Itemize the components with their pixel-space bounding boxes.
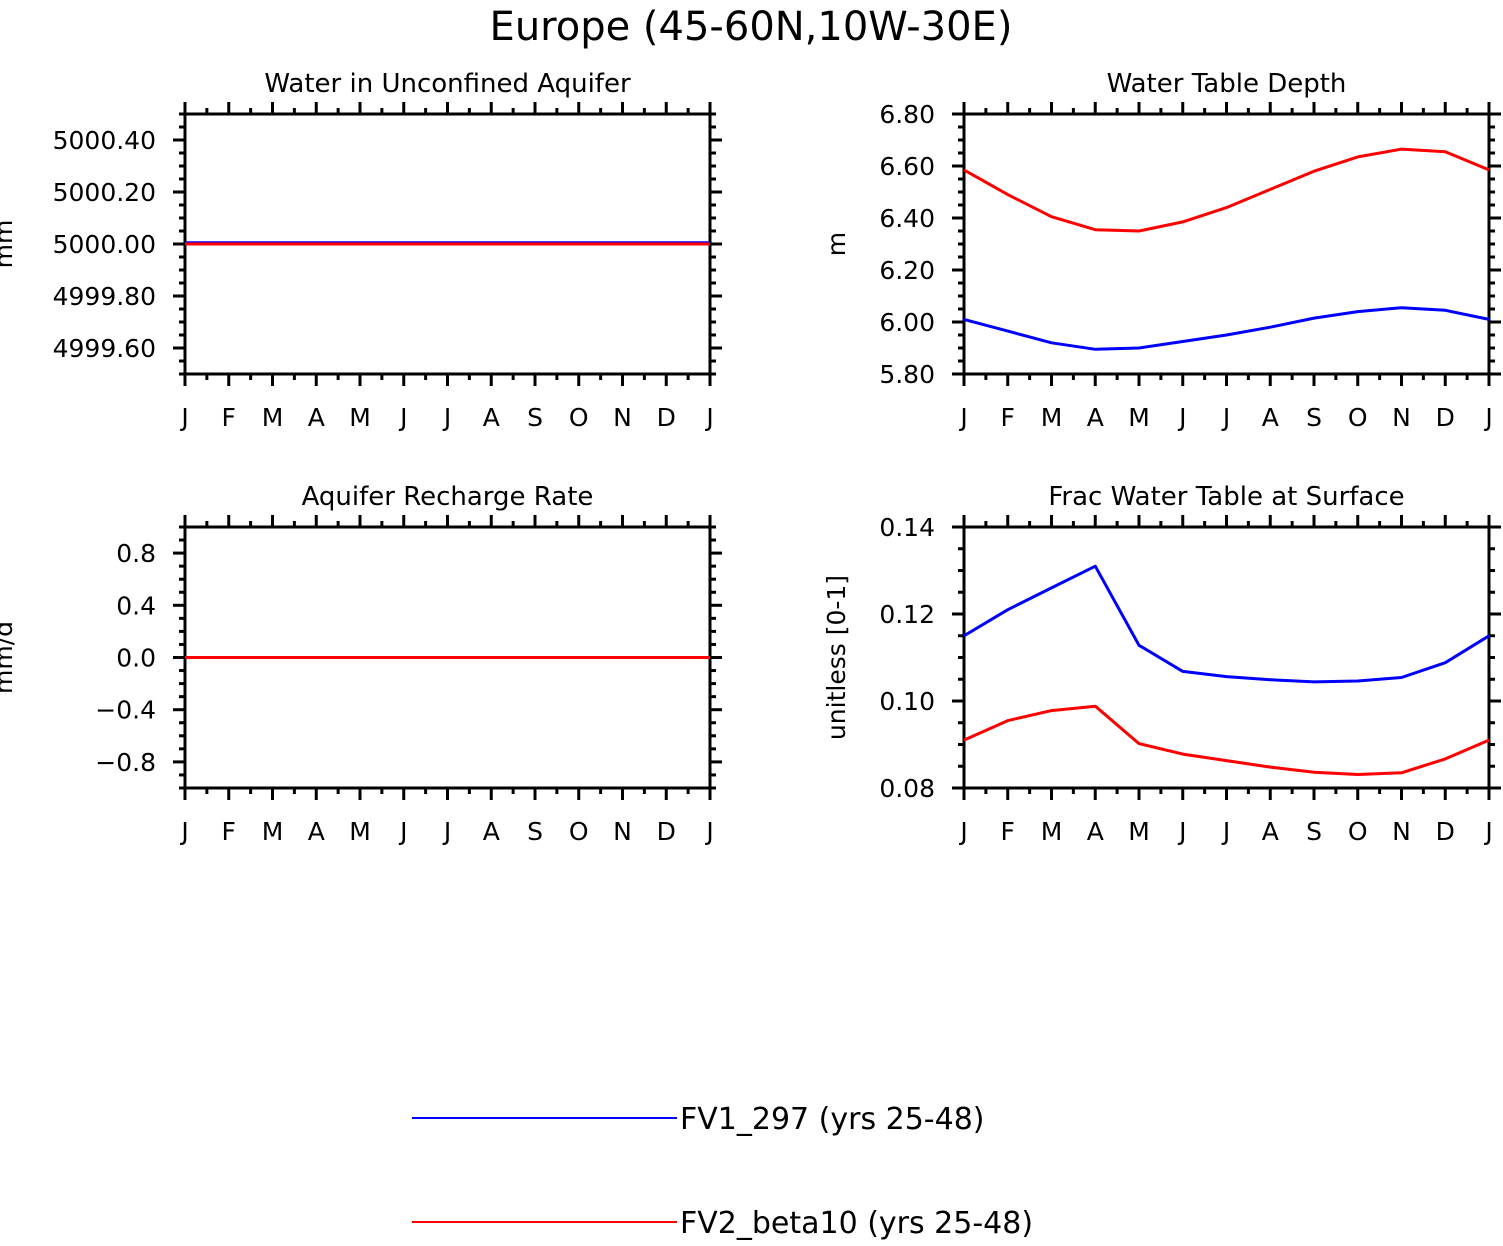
panel-title: Water in Unconfined Aquifer bbox=[264, 69, 631, 99]
y-tick-label: 0.0 bbox=[116, 644, 156, 673]
x-tick-label: A bbox=[483, 403, 500, 432]
x-tick-label: J bbox=[179, 817, 188, 846]
y-axis-label: mm bbox=[0, 220, 18, 269]
x-tick-label: J bbox=[1221, 403, 1230, 432]
x-tick-label: N bbox=[613, 817, 632, 846]
x-tick-label: D bbox=[657, 403, 676, 432]
y-tick-label: −0.4 bbox=[95, 696, 156, 725]
x-tick-label: S bbox=[1306, 817, 1322, 846]
x-tick-label: J bbox=[442, 403, 451, 432]
x-tick-label: J bbox=[1221, 817, 1230, 846]
x-tick-label: M bbox=[1128, 817, 1150, 846]
legend: FV1_297 (yrs 25-48) FV2_beta10 (yrs 25-4… bbox=[412, 1102, 1033, 1241]
x-tick-label: A bbox=[483, 817, 500, 846]
x-tick-label: J bbox=[958, 403, 967, 432]
y-tick-label: 0.10 bbox=[879, 687, 935, 716]
panel-title: Aquifer Recharge Rate bbox=[302, 482, 594, 512]
x-tick-label: J bbox=[398, 817, 407, 846]
x-tick-label: A bbox=[1262, 817, 1279, 846]
series-line-fv2 bbox=[963, 704, 1490, 776]
y-tick-label: 4999.60 bbox=[53, 334, 156, 363]
x-tick-label: N bbox=[613, 403, 632, 432]
y-axis-label: mm/d bbox=[0, 621, 18, 694]
x-tick-label: M bbox=[262, 403, 284, 432]
x-tick-label: S bbox=[527, 817, 543, 846]
y-tick-label: 5000.40 bbox=[53, 126, 156, 155]
x-tick-label: J bbox=[1483, 403, 1492, 432]
x-tick-label: J bbox=[704, 817, 713, 846]
y-tick-label: 5.80 bbox=[879, 360, 935, 389]
y-tick-label: 0.12 bbox=[879, 600, 935, 629]
y-tick-label: 4999.80 bbox=[53, 282, 156, 311]
series-line-fv1 bbox=[963, 564, 1490, 684]
plot-frame bbox=[962, 525, 1491, 790]
x-tick-label: A bbox=[1087, 817, 1104, 846]
x-tick-label: M bbox=[1041, 817, 1063, 846]
y-tick-label: 6.40 bbox=[879, 204, 935, 233]
y-tick-label: 6.80 bbox=[879, 100, 935, 129]
legend-label-fv2: FV2_beta10 (yrs 25-48) bbox=[680, 1206, 1033, 1241]
x-tick-label: O bbox=[569, 817, 589, 846]
y-tick-label: 0.8 bbox=[116, 539, 156, 568]
x-tick-label: M bbox=[349, 817, 371, 846]
y-tick-label: 6.20 bbox=[879, 256, 935, 285]
y-tick-label: 5000.00 bbox=[53, 230, 156, 259]
series-line-fv2 bbox=[963, 147, 1490, 233]
x-tick-label: J bbox=[1177, 817, 1186, 846]
x-tick-label: F bbox=[1001, 403, 1015, 432]
y-tick-label: 5000.20 bbox=[53, 178, 156, 207]
y-axis-label: m bbox=[822, 232, 851, 256]
panel-title: Frac Water Table at Surface bbox=[1048, 482, 1404, 512]
x-tick-label: M bbox=[262, 817, 284, 846]
y-tick-label: 0.08 bbox=[879, 774, 935, 803]
x-tick-label: M bbox=[349, 403, 371, 432]
x-tick-label: N bbox=[1392, 817, 1411, 846]
page-title: Europe (45-60N,10W-30E) bbox=[490, 4, 1013, 50]
x-tick-label: J bbox=[442, 817, 451, 846]
x-tick-label: J bbox=[1483, 817, 1492, 846]
x-tick-label: F bbox=[222, 403, 236, 432]
legend-label-fv1: FV1_297 (yrs 25-48) bbox=[680, 1102, 985, 1137]
x-tick-label: A bbox=[1262, 403, 1279, 432]
x-tick-label: F bbox=[222, 817, 236, 846]
x-tick-label: M bbox=[1041, 403, 1063, 432]
panel-title: Water Table Depth bbox=[1107, 69, 1347, 99]
x-tick-label: O bbox=[569, 403, 589, 432]
x-tick-label: S bbox=[527, 403, 543, 432]
x-tick-label: M bbox=[1128, 403, 1150, 432]
x-tick-label: A bbox=[308, 817, 325, 846]
x-tick-label: J bbox=[704, 403, 713, 432]
x-tick-label: A bbox=[308, 403, 325, 432]
x-tick-label: J bbox=[398, 403, 407, 432]
x-tick-label: D bbox=[1436, 403, 1455, 432]
x-tick-label: J bbox=[958, 817, 967, 846]
x-tick-label: O bbox=[1348, 403, 1368, 432]
x-tick-label: D bbox=[1436, 817, 1455, 846]
x-tick-label: O bbox=[1348, 817, 1368, 846]
x-tick-label: A bbox=[1087, 403, 1104, 432]
x-tick-label: N bbox=[1392, 403, 1411, 432]
x-tick-label: J bbox=[179, 403, 188, 432]
y-tick-label: 6.00 bbox=[879, 308, 935, 337]
y-tick-label: 0.14 bbox=[879, 513, 935, 542]
x-tick-label: S bbox=[1306, 403, 1322, 432]
x-tick-label: J bbox=[1177, 403, 1186, 432]
series-line-fv1 bbox=[963, 306, 1490, 351]
x-tick-label: D bbox=[657, 817, 676, 846]
y-tick-label: 6.60 bbox=[879, 152, 935, 181]
y-axis-label: unitless [0-1] bbox=[822, 575, 851, 740]
x-tick-label: F bbox=[1001, 817, 1015, 846]
y-tick-label: 0.4 bbox=[116, 591, 156, 620]
y-tick-label: −0.8 bbox=[95, 748, 156, 777]
